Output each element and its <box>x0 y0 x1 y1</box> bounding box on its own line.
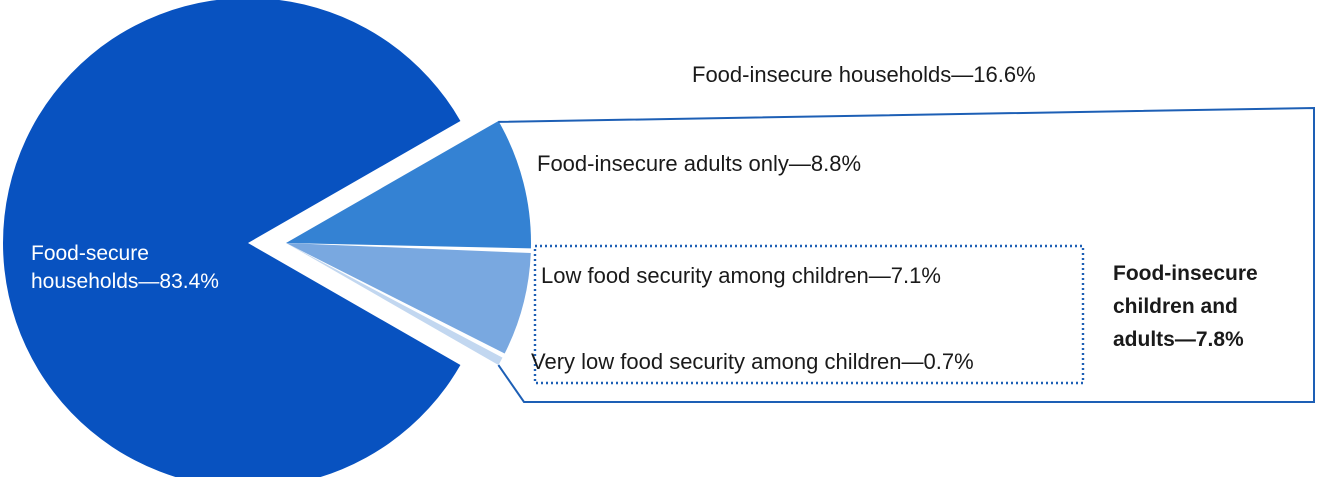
label-food-secure-line-2: households—83.4% <box>31 270 219 293</box>
slice-very-low-security-children <box>286 243 503 366</box>
pie-slices <box>3 0 531 477</box>
label-children-adults-line-1: Food-insecure <box>1113 262 1258 285</box>
label-low-security-children: Low food security among children—7.1% <box>541 263 941 288</box>
label-very-low-security-children: Very low food security among children—0.… <box>531 349 974 374</box>
label-children-adults-line-3: adults—7.8% <box>1113 328 1244 351</box>
food-insecure-children-dotted-box <box>533 244 1085 385</box>
slice-low-security-children <box>286 243 531 354</box>
food-insecure-households-outline <box>497 106 1315 403</box>
label-food-insecure-households: Food-insecure households—16.6% <box>692 62 1036 87</box>
label-children-adults-line-2: children and <box>1113 295 1238 318</box>
label-insecure-adults-only: Food-insecure adults only—8.8% <box>537 151 861 176</box>
label-food-secure-line-1: Food-secure <box>31 242 149 265</box>
slice-food-secure <box>3 0 461 477</box>
slice-insecure-adults-only <box>286 120 531 249</box>
